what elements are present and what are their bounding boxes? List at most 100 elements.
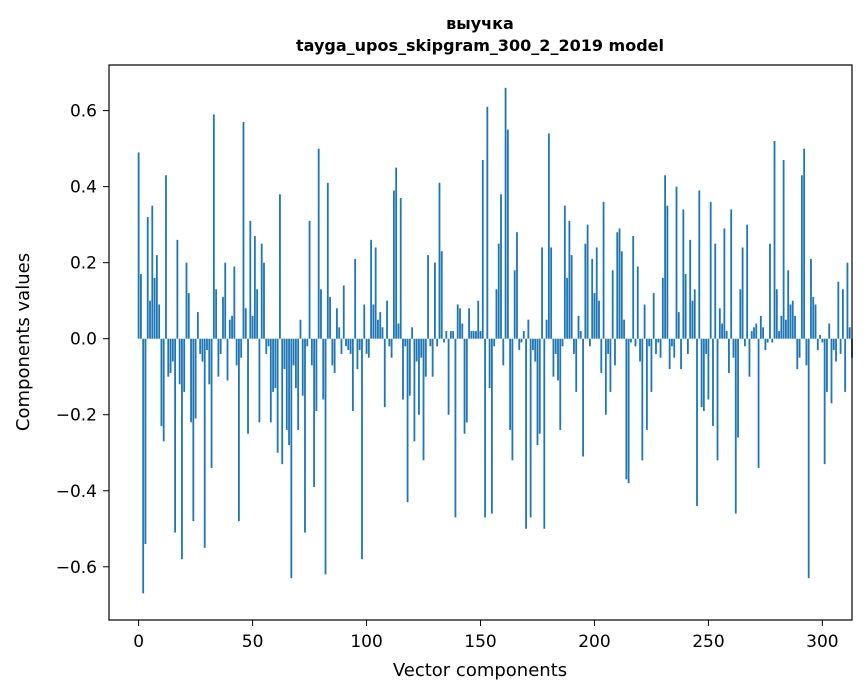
bar: [342, 285, 345, 339]
bar: [595, 247, 598, 339]
bar: [677, 312, 680, 339]
bar: [702, 338, 705, 411]
x-tick-label: 0: [133, 632, 144, 652]
bar: [383, 338, 386, 408]
bar: [718, 308, 721, 339]
y-tick-label: 0.4: [70, 178, 97, 198]
bar: [306, 338, 309, 347]
bar: [591, 258, 594, 339]
bar: [527, 319, 530, 339]
bar: [210, 338, 213, 468]
bar: [771, 338, 774, 343]
bar: [299, 319, 302, 339]
bar: [778, 331, 780, 339]
bar: [721, 323, 723, 339]
bar: [661, 277, 664, 339]
bar: [707, 338, 710, 400]
bar: [753, 327, 755, 339]
bar: [830, 338, 833, 404]
bar: [673, 338, 676, 358]
bar: [408, 338, 411, 396]
bar: [233, 266, 236, 339]
bar: [563, 205, 566, 339]
bar: [716, 338, 719, 461]
bar: [604, 338, 607, 415]
bar: [775, 289, 778, 339]
bar: [782, 160, 785, 339]
bar: [650, 338, 653, 392]
bar: [757, 338, 760, 468]
bar: [304, 338, 306, 533]
bar: [137, 152, 140, 339]
bar: [434, 262, 436, 339]
bar: [714, 243, 717, 339]
bar: [821, 338, 824, 343]
bar: [224, 262, 227, 339]
bar: [545, 319, 548, 339]
bar: [668, 338, 671, 370]
bar: [803, 148, 806, 339]
bar: [263, 262, 265, 339]
bar: [728, 338, 730, 373]
y-tick-label: −0.2: [56, 406, 97, 426]
bar: [570, 255, 573, 339]
bar: [532, 338, 534, 351]
bar: [274, 338, 277, 389]
bar: [538, 338, 541, 434]
bar: [288, 338, 290, 446]
bar: [490, 338, 493, 514]
bar: [680, 338, 682, 370]
bar: [547, 133, 550, 339]
bar: [609, 338, 612, 392]
bar: [399, 198, 402, 339]
bar: [187, 293, 190, 339]
bar: [267, 338, 270, 347]
bar: [725, 331, 728, 339]
bar: [664, 175, 667, 339]
bar: [424, 338, 427, 377]
bar: [481, 160, 484, 339]
bar: [607, 338, 610, 354]
bar: [686, 338, 689, 354]
bar: [828, 323, 831, 339]
bar: [805, 338, 808, 366]
bar: [256, 289, 259, 339]
bar: [315, 338, 318, 411]
bar: [160, 338, 163, 427]
bar: [162, 338, 165, 442]
bar: [336, 308, 338, 339]
bar: [689, 239, 692, 339]
bar: [228, 319, 231, 339]
bar: [511, 338, 514, 461]
bar: [363, 304, 366, 339]
bar: [816, 338, 819, 351]
bar: [185, 262, 188, 339]
bar: [215, 289, 218, 339]
bar: [169, 338, 172, 373]
bar: [199, 338, 202, 354]
bar: [723, 228, 726, 339]
bar: [657, 338, 660, 343]
bar: [431, 338, 434, 377]
bar: [281, 338, 284, 465]
bar: [762, 327, 765, 339]
bar: [260, 243, 263, 339]
bar: [345, 338, 347, 347]
bar: [616, 232, 619, 339]
bar: [203, 338, 206, 548]
bar: [780, 315, 783, 339]
bar: [449, 331, 452, 339]
bar: [178, 338, 181, 385]
bar: [559, 338, 562, 430]
x-tick-label: 200: [578, 632, 610, 652]
bar: [789, 304, 792, 339]
bar: [520, 338, 523, 343]
bar: [493, 338, 496, 347]
x-tick-label: 50: [242, 632, 264, 652]
bar: [759, 315, 762, 339]
bar: [750, 331, 753, 339]
bar: [506, 129, 509, 339]
bar: [639, 338, 641, 362]
bar: [222, 296, 224, 339]
bar: [636, 266, 639, 339]
